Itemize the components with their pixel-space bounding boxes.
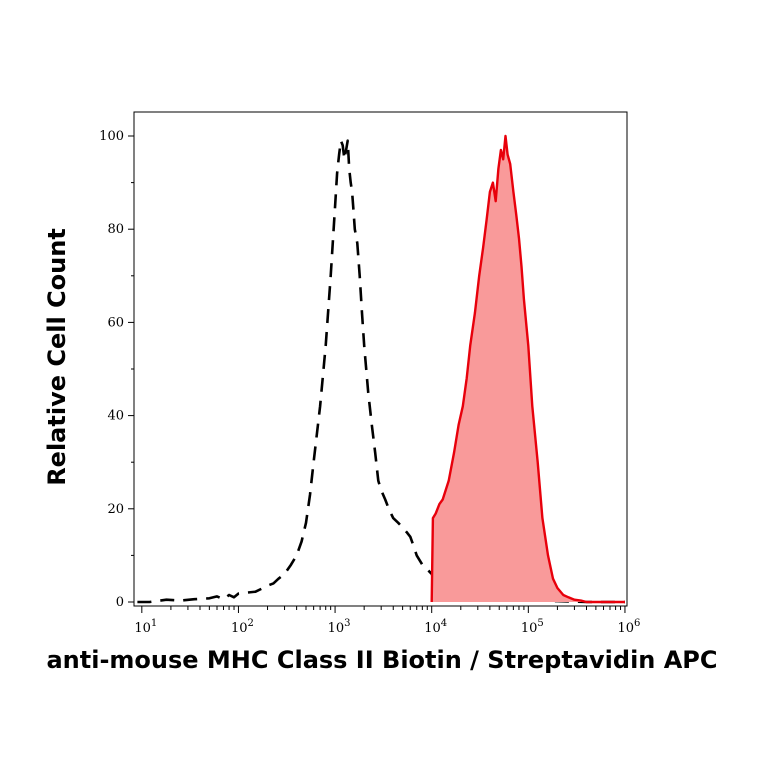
x-axis-title: anti-mouse MHC Class II Biotin / Strepta… xyxy=(46,646,717,674)
series-1-fill xyxy=(431,136,625,602)
y-axis-title: Relative Cell Count xyxy=(43,228,71,486)
x-tick-base: 10 xyxy=(521,621,538,636)
series-0-line xyxy=(137,139,625,604)
y-tick-label: 40 xyxy=(107,409,124,424)
y-tick-label: 100 xyxy=(99,129,124,144)
plot-frame xyxy=(133,111,628,607)
x-tick-exponent: 2 xyxy=(248,618,254,629)
x-axis: 101 102 103 104 105 106 xyxy=(134,606,640,636)
x-tick-label: 103 xyxy=(328,618,351,636)
x-tick-base: 10 xyxy=(231,621,248,636)
y-tick-label: 60 xyxy=(107,315,124,330)
x-tick-exponent: 5 xyxy=(537,618,543,629)
series-1-outline xyxy=(430,134,625,604)
x-tick-exponent: 4 xyxy=(441,618,447,629)
x-tick-label: 105 xyxy=(521,618,544,636)
x-tick-label: 106 xyxy=(617,618,640,636)
x-tick-base: 10 xyxy=(617,621,634,636)
x-tick-label: 101 xyxy=(134,618,157,636)
y-tick-label: 80 xyxy=(107,222,124,237)
y-tick-label: 20 xyxy=(107,502,124,517)
x-tick-exponent: 3 xyxy=(344,618,350,629)
x-tick-base: 10 xyxy=(424,621,441,636)
x-tick-label: 104 xyxy=(424,618,447,636)
x-tick-base: 10 xyxy=(134,621,151,636)
x-tick-exponent: 6 xyxy=(634,618,640,629)
x-tick-base: 10 xyxy=(328,621,345,636)
x-tick-label: 102 xyxy=(231,618,254,636)
series-layer xyxy=(137,134,625,604)
x-tick-exponent: 1 xyxy=(151,618,157,629)
y-axis: 0 20 40 60 80 100 xyxy=(99,129,134,610)
y-tick-label: 0 xyxy=(116,595,124,610)
